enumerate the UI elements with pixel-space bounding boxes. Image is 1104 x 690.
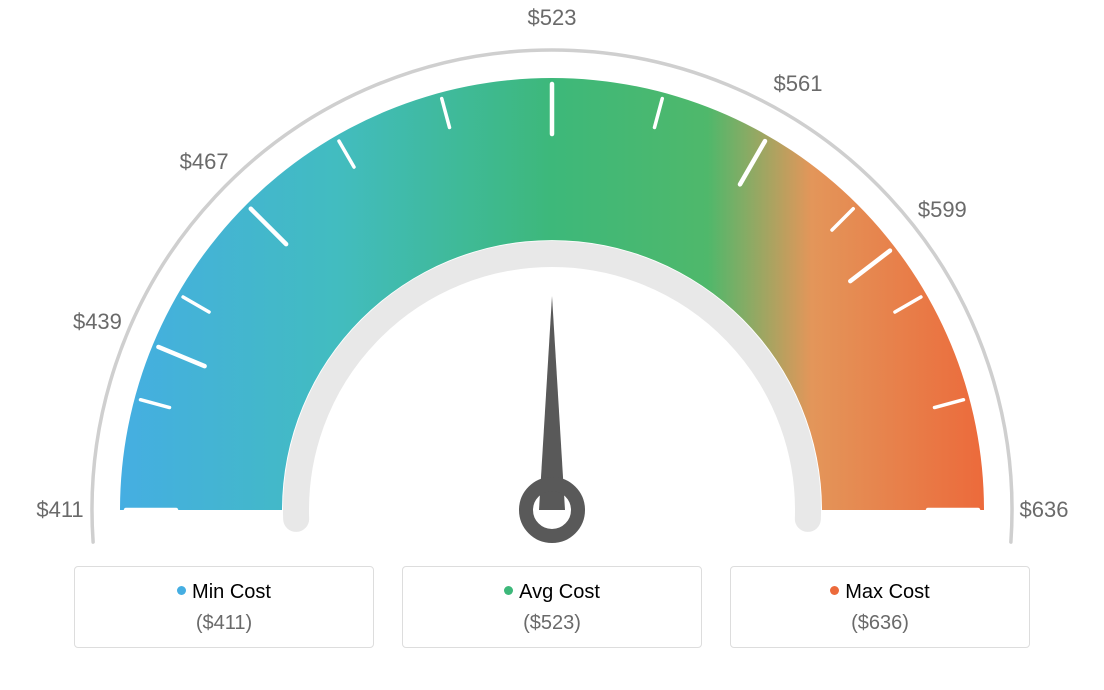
legend-label-max: Max Cost xyxy=(845,581,929,603)
legend-value-min: ($411) xyxy=(75,612,373,635)
gauge-tick-label: $636 xyxy=(1020,497,1069,523)
gauge-tick-label: $467 xyxy=(180,149,229,175)
legend-card-avg: Avg Cost ($523) xyxy=(402,566,702,648)
legend-title-min: Min Cost xyxy=(75,581,373,604)
dot-icon-avg xyxy=(504,586,513,595)
legend-card-max: Max Cost ($636) xyxy=(730,566,1030,648)
gauge-tick-label: $523 xyxy=(528,5,577,31)
legend-row: Min Cost ($411) Avg Cost ($523) Max Cost… xyxy=(0,566,1104,648)
gauge-tick-label: $561 xyxy=(774,71,823,97)
legend-label-min: Min Cost xyxy=(192,581,271,603)
gauge-tick-label: $411 xyxy=(36,497,83,523)
legend-card-min: Min Cost ($411) xyxy=(74,566,374,648)
legend-value-avg: ($523) xyxy=(403,612,701,635)
legend-title-max: Max Cost xyxy=(731,581,1029,604)
gauge-tick-label: $599 xyxy=(918,197,967,223)
legend-value-max: ($636) xyxy=(731,612,1029,635)
gauge-tick-label: $439 xyxy=(73,309,122,335)
gauge-svg xyxy=(0,0,1104,560)
legend-label-avg: Avg Cost xyxy=(519,581,600,603)
dot-icon-max xyxy=(830,586,839,595)
cost-gauge-chart: $411 $439 $467 $523 $561 $599 $636 xyxy=(0,0,1104,560)
legend-title-avg: Avg Cost xyxy=(403,581,701,604)
dot-icon-min xyxy=(177,586,186,595)
